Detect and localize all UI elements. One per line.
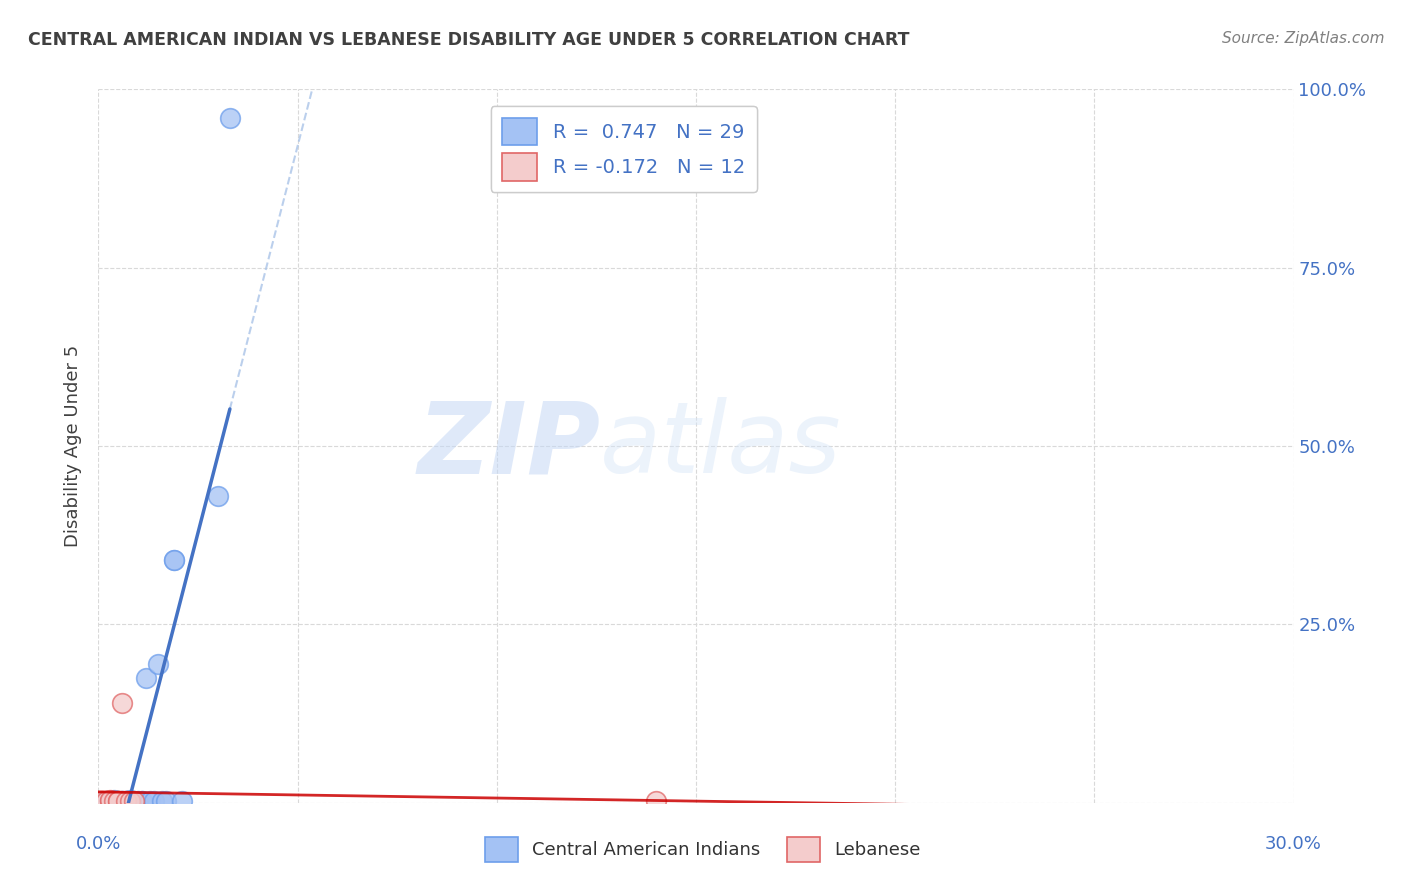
Point <box>111 794 134 808</box>
Point <box>127 794 149 808</box>
Point <box>127 794 149 808</box>
Point <box>100 793 122 807</box>
Point <box>135 671 157 685</box>
Text: atlas: atlas <box>600 398 842 494</box>
Point <box>131 794 153 808</box>
Y-axis label: Disability Age Under 5: Disability Age Under 5 <box>65 345 83 547</box>
Point <box>143 794 166 808</box>
Point <box>96 794 118 808</box>
Point <box>645 794 668 808</box>
Text: CENTRAL AMERICAN INDIAN VS LEBANESE DISABILITY AGE UNDER 5 CORRELATION CHART: CENTRAL AMERICAN INDIAN VS LEBANESE DISA… <box>28 31 910 49</box>
Legend: R =  0.747   N = 29, R = -0.172   N = 12: R = 0.747 N = 29, R = -0.172 N = 12 <box>491 106 756 192</box>
Point <box>103 794 125 808</box>
Text: 30.0%: 30.0% <box>1265 835 1322 853</box>
Point <box>124 794 146 808</box>
Point <box>131 794 153 808</box>
Point <box>124 794 146 808</box>
Point <box>96 794 118 808</box>
Point <box>207 489 229 503</box>
Point <box>120 794 142 808</box>
Point <box>139 794 162 808</box>
Point <box>163 553 186 567</box>
Point <box>163 553 186 567</box>
Point <box>120 793 142 807</box>
Point <box>124 794 146 808</box>
Point <box>100 794 122 808</box>
Point <box>107 794 129 808</box>
Point <box>120 794 142 808</box>
Point <box>115 794 138 808</box>
Point <box>107 794 129 808</box>
Point <box>115 794 138 808</box>
Point <box>115 794 138 808</box>
Point <box>148 657 170 671</box>
Point <box>219 111 242 125</box>
Point <box>91 794 114 808</box>
Text: ZIP: ZIP <box>418 398 600 494</box>
Text: 0.0%: 0.0% <box>76 835 121 853</box>
Text: Source: ZipAtlas.com: Source: ZipAtlas.com <box>1222 31 1385 46</box>
Point <box>103 793 125 807</box>
Point <box>155 794 177 808</box>
Point <box>111 696 134 710</box>
Point <box>111 794 134 808</box>
Point <box>100 794 122 808</box>
Point <box>107 794 129 808</box>
Point <box>107 794 129 808</box>
Point <box>150 794 173 808</box>
Legend: Central American Indians, Lebanese: Central American Indians, Lebanese <box>478 830 928 870</box>
Point <box>103 794 125 808</box>
Point <box>172 794 194 808</box>
